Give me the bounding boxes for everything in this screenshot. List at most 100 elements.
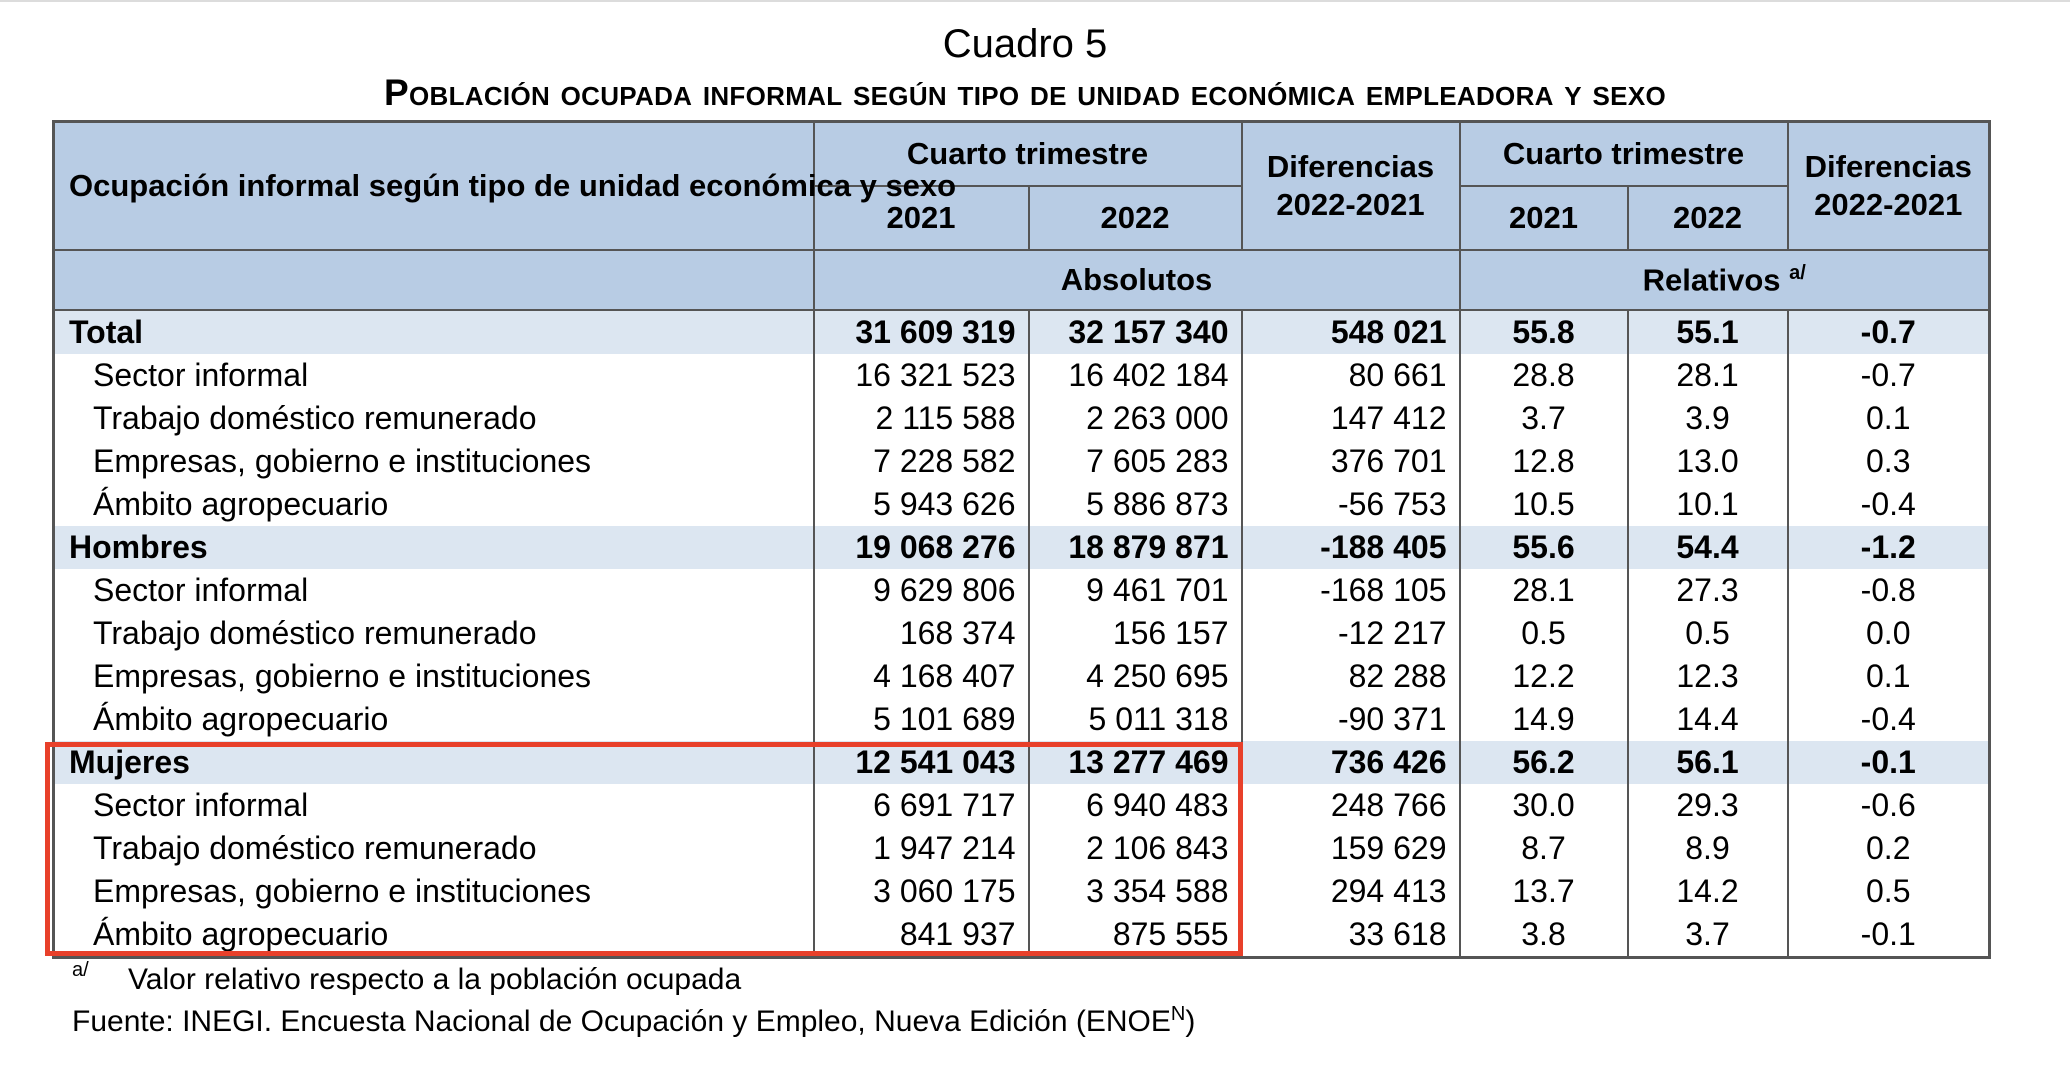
cell-r2022: 28.1 bbox=[1626, 354, 1789, 397]
cell-v2022: 4 250 695 bbox=[1027, 655, 1243, 698]
group-row: Total 31 609 319 32 157 340 548 021 55.8 55.1… bbox=[52, 310, 1991, 354]
cell-v2021: 841 937 bbox=[812, 913, 1030, 958]
cell-v2022: 16 402 184 bbox=[1027, 354, 1243, 397]
cell-r2021: 0.5 bbox=[1458, 612, 1629, 655]
cell-label: Trabajo doméstico remunerado bbox=[52, 612, 815, 655]
cell-v2021: 31 609 319 bbox=[812, 310, 1030, 354]
data-table: Ocupación informal según tipo de unidad … bbox=[52, 120, 1991, 959]
cell-v2022: 5 886 873 bbox=[1027, 483, 1243, 526]
cell-v2021: 3 060 175 bbox=[812, 870, 1030, 913]
period-header-absolute: Cuarto trimestre bbox=[812, 120, 1243, 187]
cell-v2021: 19 068 276 bbox=[812, 526, 1030, 569]
cell-dif: 159 629 bbox=[1240, 827, 1461, 870]
cell-rdif: -0.1 bbox=[1786, 741, 1991, 784]
cell-label: Sector informal bbox=[52, 354, 815, 397]
cell-r2022: 8.9 bbox=[1626, 827, 1789, 870]
period-header-relative: Cuarto trimestre bbox=[1458, 120, 1789, 187]
cell-v2021: 12 541 043 bbox=[812, 741, 1030, 784]
cell-rdif: -0.6 bbox=[1786, 784, 1991, 827]
table-row: Trabajo doméstico remunerado 1 947 214 2 1… bbox=[52, 827, 1991, 870]
cell-v2022: 32 157 340 bbox=[1027, 310, 1243, 354]
cell-dif: -168 105 bbox=[1240, 569, 1461, 612]
cell-r2021: 3.7 bbox=[1458, 397, 1629, 440]
cell-r2021: 12.8 bbox=[1458, 440, 1629, 483]
cell-r2022: 54.4 bbox=[1626, 526, 1789, 569]
table-row: Trabajo doméstico remunerado 2 115 588 2 2… bbox=[52, 397, 1991, 440]
cell-rdif: -0.4 bbox=[1786, 483, 1991, 526]
cell-r2022: 55.1 bbox=[1626, 310, 1789, 354]
cell-r2021: 55.6 bbox=[1458, 526, 1629, 569]
cell-rdif: -1.2 bbox=[1786, 526, 1991, 569]
footnote-text: Valor relativo respecto a la población o… bbox=[128, 963, 742, 996]
cell-r2021: 12.2 bbox=[1458, 655, 1629, 698]
group-row: Mujeres 12 541 043 13 277 469 736 426 56.2 56… bbox=[52, 741, 1991, 784]
table-row: Empresas, gobierno e instituciones 4 168 … bbox=[52, 655, 1991, 698]
relativos-footnote-mark: a/ bbox=[1789, 261, 1806, 284]
table-row: Ámbito agropecuario 5 101 689 5 011 318 -90… bbox=[52, 698, 1991, 741]
table-row: Empresas, gobierno e instituciones 7 228 … bbox=[52, 440, 1991, 483]
cell-r2022: 13.0 bbox=[1626, 440, 1789, 483]
cell-r2021: 13.7 bbox=[1458, 870, 1629, 913]
year-header-2021-rel: 2021 bbox=[1458, 185, 1629, 251]
table-row: Sector informal 6 691 717 6 940 483 248 766… bbox=[52, 784, 1991, 827]
cell-r2021: 30.0 bbox=[1458, 784, 1629, 827]
group-row: Hombres 19 068 276 18 879 871 -188 405 55.6 5… bbox=[52, 526, 1991, 569]
cell-label: Trabajo doméstico remunerado bbox=[52, 397, 815, 440]
cell-label: Ámbito agropecuario bbox=[52, 913, 815, 958]
cell-rdif: -0.7 bbox=[1786, 310, 1991, 354]
cell-r2022: 14.2 bbox=[1626, 870, 1789, 913]
row-label-header: Ocupación informal según tipo de unidad … bbox=[52, 120, 956, 251]
cell-v2021: 5 101 689 bbox=[812, 698, 1030, 741]
cell-r2021: 10.5 bbox=[1458, 483, 1629, 526]
cell-dif: 736 426 bbox=[1240, 741, 1461, 784]
cell-label: Ámbito agropecuario bbox=[52, 698, 815, 741]
table-title: Población ocupada informal según tipo de… bbox=[384, 72, 1666, 113]
cell-r2022: 12.3 bbox=[1626, 655, 1789, 698]
cell-rdif: -0.1 bbox=[1786, 913, 1991, 958]
cell-v2021: 1 947 214 bbox=[812, 827, 1030, 870]
cell-v2022: 3 354 588 bbox=[1027, 870, 1243, 913]
cell-rdif: 0.2 bbox=[1786, 827, 1991, 870]
cell-rdif: -0.4 bbox=[1786, 698, 1991, 741]
table-number: Cuadro 5 bbox=[942, 22, 1108, 66]
cell-rdif: 0.3 bbox=[1786, 440, 1991, 483]
cell-dif: 248 766 bbox=[1240, 784, 1461, 827]
cell-label: Ámbito agropecuario bbox=[52, 483, 815, 526]
cell-v2022: 5 011 318 bbox=[1027, 698, 1243, 741]
cell-v2021: 16 321 523 bbox=[812, 354, 1030, 397]
cell-r2022: 14.4 bbox=[1626, 698, 1789, 741]
cell-v2021: 7 228 582 bbox=[812, 440, 1030, 483]
cell-dif: -90 371 bbox=[1240, 698, 1461, 741]
cell-r2022: 3.9 bbox=[1626, 397, 1789, 440]
top-divider bbox=[0, 0, 2070, 2]
cell-dif: -188 405 bbox=[1240, 526, 1461, 569]
cell-r2022: 27.3 bbox=[1626, 569, 1789, 612]
cell-dif: -12 217 bbox=[1240, 612, 1461, 655]
table-row: Sector informal 9 629 806 9 461 701 -168 10… bbox=[52, 569, 1991, 612]
cell-v2022: 6 940 483 bbox=[1027, 784, 1243, 827]
absolutos-header: Absolutos bbox=[812, 249, 1461, 311]
cell-v2022: 2 263 000 bbox=[1027, 397, 1243, 440]
cell-r2021: 3.8 bbox=[1458, 913, 1629, 958]
cell-v2022: 2 106 843 bbox=[1027, 827, 1243, 870]
cell-rdif: 0.0 bbox=[1786, 612, 1991, 655]
cell-r2021: 8.7 bbox=[1458, 827, 1629, 870]
cell-dif: 147 412 bbox=[1240, 397, 1461, 440]
table-row: Ámbito agropecuario 5 943 626 5 886 873 -56… bbox=[52, 483, 1991, 526]
cell-dif: 33 618 bbox=[1240, 913, 1461, 958]
source-text: Fuente: INEGI. Encuesta Nacional de Ocup… bbox=[72, 1005, 1171, 1038]
cell-r2022: 10.1 bbox=[1626, 483, 1789, 526]
row-label-header-spacer bbox=[52, 250, 815, 311]
cell-v2021: 168 374 bbox=[812, 612, 1030, 655]
year-header-2021-abs: 2021 bbox=[812, 185, 1030, 251]
cell-rdif: -0.8 bbox=[1786, 569, 1991, 612]
relativos-label: Relativos bbox=[1642, 262, 1781, 298]
diff-header-absolute: Diferencias 2022-2021 bbox=[1240, 120, 1461, 251]
cell-v2022: 13 277 469 bbox=[1027, 741, 1243, 784]
highlight-box-mujeres bbox=[45, 742, 1243, 956]
cell-dif: 80 661 bbox=[1240, 354, 1461, 397]
diff-header-relative: Diferencias 2022-2021 bbox=[1786, 120, 1991, 251]
cell-v2022: 7 605 283 bbox=[1027, 440, 1243, 483]
cell-r2021: 55.8 bbox=[1458, 310, 1629, 354]
source-superscript: N bbox=[1170, 1003, 1186, 1025]
